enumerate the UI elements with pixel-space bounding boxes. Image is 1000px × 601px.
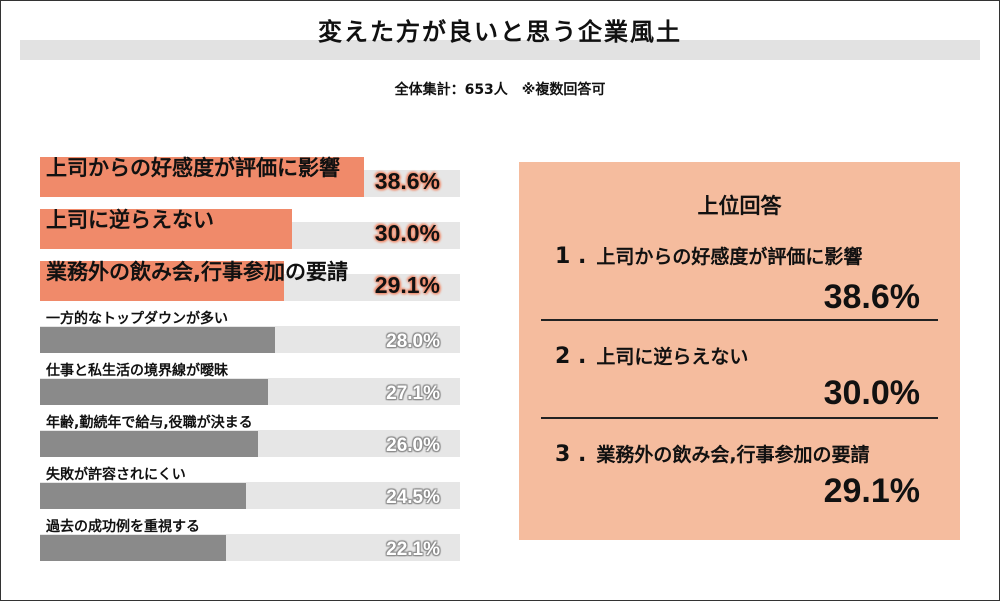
bar: [40, 327, 276, 353]
bar: [40, 483, 246, 509]
bar: [40, 261, 285, 301]
chart-title: 変えた方が良いと思う企業風土: [318, 18, 682, 46]
rank-3-text: 業務外の飲み会,行事参加の要請: [596, 444, 870, 466]
title-band: [20, 40, 980, 60]
data-label: 27.1%: [386, 383, 440, 404]
category-label: 一方的なトップダウンが多い: [46, 311, 228, 327]
data-label: 38.6%: [374, 168, 440, 194]
bar: [40, 157, 365, 197]
rank-3-value: 29.1%: [823, 472, 920, 510]
data-label: 22.1%: [386, 539, 440, 560]
category-label: 業務外の飲み会,行事参加の要請: [46, 260, 348, 284]
data-label: 26.0%: [386, 435, 440, 456]
category-label: 失敗が許容されにくい: [46, 467, 186, 483]
data-label: 24.5%: [386, 487, 440, 508]
rank-1-label: 1 . 上司からの好感度が評価に影響: [555, 242, 862, 269]
panel-heading: 上位回答: [697, 194, 782, 218]
rank-divider: [541, 417, 938, 419]
rank-2-value: 30.0%: [823, 374, 920, 412]
category-label: 年齢,勤続年で給与,役職が決まる: [46, 415, 253, 431]
bar: [40, 379, 268, 405]
rank-2-label: 2 . 上司に逆らえない: [555, 342, 748, 369]
bar: [40, 535, 226, 561]
top-answers-panel: 上位回答 1 . 上司からの好感度が評価に影響 38.6% 2 . 上司に逆らえない…: [519, 162, 960, 540]
rank-2-number: 2 .: [555, 344, 587, 369]
chart-subtitle: 全体集計：653人 ※複数回答可: [394, 82, 606, 98]
category-label: 仕事と私生活の境界線が曖昧: [46, 363, 228, 379]
category-label: 過去の成功例を重視する: [46, 519, 200, 535]
rank-3-number: 3 .: [555, 442, 587, 467]
category-label: 上司からの好感度が評価に影響: [46, 156, 340, 180]
bar: [40, 431, 259, 457]
rank-divider: [541, 319, 938, 321]
rank-1-number: 1 .: [555, 244, 587, 269]
rank-1-text: 上司からの好感度が評価に影響: [596, 246, 863, 268]
rank-1-value: 38.6%: [823, 278, 920, 316]
rank-2-text: 上司に逆らえない: [596, 346, 749, 368]
data-label: 29.1%: [374, 272, 440, 298]
data-label: 30.0%: [374, 220, 440, 246]
category-label: 上司に逆らえない: [46, 208, 214, 232]
rank-3-label: 3 . 業務外の飲み会,行事参加の要請: [555, 440, 870, 467]
data-label: 28.0%: [386, 331, 440, 352]
bar-chart: 上司からの好感度が評価に影響 38.6% 上司に逆らえない 30.0% 業務外の飲み会,…: [40, 156, 460, 561]
bar: [40, 209, 292, 249]
